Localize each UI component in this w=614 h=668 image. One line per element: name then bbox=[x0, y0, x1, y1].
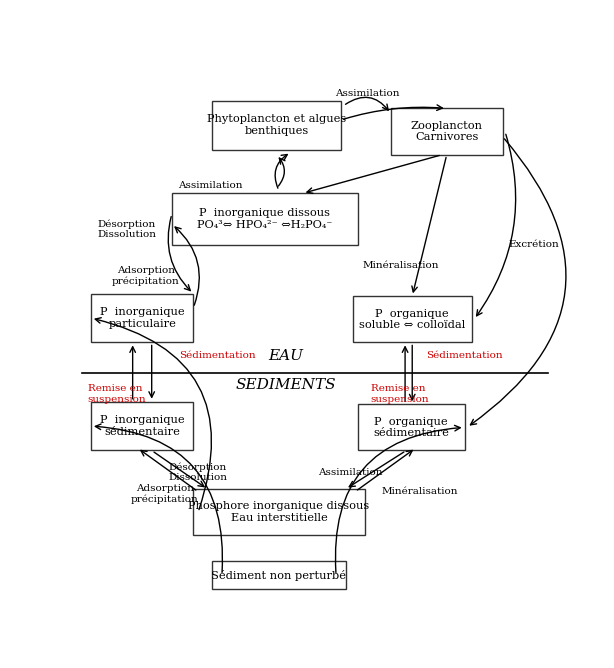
Text: P  inorganique
particulaire: P inorganique particulaire bbox=[100, 307, 184, 329]
Text: Assimilation: Assimilation bbox=[318, 468, 383, 476]
Text: Minéralisation: Minéralisation bbox=[362, 261, 439, 270]
Text: Phosphore inorganique dissous
Eau interstitielle: Phosphore inorganique dissous Eau inters… bbox=[188, 502, 370, 523]
Text: Remise en
suspension: Remise en suspension bbox=[88, 384, 146, 403]
Text: Phytoplancton et algues
benthiques: Phytoplancton et algues benthiques bbox=[207, 114, 346, 136]
Text: P  organique
soluble ⇔ colloïdal: P organique soluble ⇔ colloïdal bbox=[359, 309, 465, 330]
Text: EAU: EAU bbox=[268, 349, 304, 363]
Text: Zooplancton
Carnivores: Zooplancton Carnivores bbox=[411, 121, 483, 142]
Text: SEDIMENTS: SEDIMENTS bbox=[236, 379, 336, 393]
FancyBboxPatch shape bbox=[172, 193, 357, 244]
FancyBboxPatch shape bbox=[91, 401, 193, 450]
Text: Remise en
suspension: Remise en suspension bbox=[371, 384, 429, 403]
FancyBboxPatch shape bbox=[391, 108, 503, 155]
Text: Désorption
Dissolution: Désorption Dissolution bbox=[169, 462, 228, 482]
FancyBboxPatch shape bbox=[212, 561, 346, 589]
FancyBboxPatch shape bbox=[212, 101, 341, 150]
FancyBboxPatch shape bbox=[357, 404, 465, 450]
Text: P  inorganique
sédimentaire: P inorganique sédimentaire bbox=[100, 415, 184, 437]
Text: Sédimentation: Sédimentation bbox=[179, 351, 255, 360]
Text: P  organique
sédimentaire: P organique sédimentaire bbox=[373, 417, 449, 438]
FancyBboxPatch shape bbox=[91, 294, 193, 343]
Text: Excrétion: Excrétion bbox=[508, 240, 559, 249]
Text: Minéralisation: Minéralisation bbox=[381, 487, 458, 496]
Text: Sédimentation: Sédimentation bbox=[427, 351, 503, 360]
FancyBboxPatch shape bbox=[352, 296, 472, 343]
Text: Désorption
Dissolution: Désorption Dissolution bbox=[97, 219, 156, 239]
Text: Adsorption
précipitation: Adsorption précipitation bbox=[112, 266, 180, 286]
Text: Assimilation: Assimilation bbox=[335, 89, 399, 98]
Text: Sédiment non perturbé: Sédiment non perturbé bbox=[211, 570, 346, 580]
Text: P  inorganique dissous
PO₄³⇔ HPO₄²⁻ ⇔H₂PO₄⁻: P inorganique dissous PO₄³⇔ HPO₄²⁻ ⇔H₂PO… bbox=[197, 208, 332, 230]
Text: Adsorption
précipitation: Adsorption précipitation bbox=[131, 484, 199, 504]
FancyBboxPatch shape bbox=[193, 489, 365, 535]
Text: Assimilation: Assimilation bbox=[177, 181, 243, 190]
